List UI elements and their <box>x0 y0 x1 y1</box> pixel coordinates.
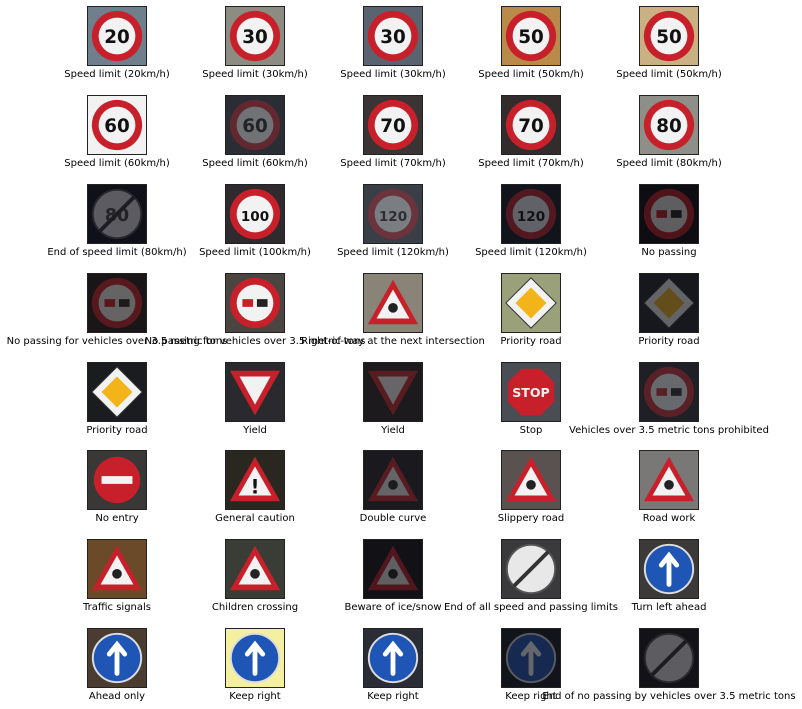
svg-text:50: 50 <box>656 27 682 48</box>
sign-caption: Slippery road <box>497 513 565 524</box>
yield-sign-icon <box>225 362 285 422</box>
sign-caption: Speed limit (100km/h) <box>199 247 311 258</box>
sign-caption: Yield <box>243 425 267 436</box>
right-of-way-sign-icon <box>363 273 423 333</box>
sign-caption: Keep right <box>367 691 419 702</box>
sign-caption: Speed limit (30km/h) <box>340 69 446 80</box>
svg-text:!: ! <box>251 476 260 499</box>
svg-text:80: 80 <box>105 206 129 226</box>
sign-caption: No passing <box>641 247 697 258</box>
sign-caption: Ahead only <box>88 691 146 702</box>
svg-text:100: 100 <box>241 209 269 225</box>
general-caution-sign-icon: ! <box>225 450 285 510</box>
sign-caption: End of speed limit (80km/h) <box>47 247 187 258</box>
svg-text:70: 70 <box>518 116 544 137</box>
sign-caption: Yield <box>381 425 405 436</box>
speed-limit-100-sign-icon: 100 <box>225 184 285 244</box>
speed-limit-20-sign-icon: 20 <box>87 6 147 66</box>
no-passing-trucks-sign-icon <box>225 273 285 333</box>
slippery-road-sign-icon <box>501 450 561 510</box>
end-no-passing-trucks-sign-icon <box>639 628 699 688</box>
speed-limit-30-sign-icon: 30 <box>363 6 423 66</box>
speed-limit-80-sign-icon: 80 <box>639 95 699 155</box>
end-all-limits-sign-icon <box>501 539 561 599</box>
svg-text:60: 60 <box>104 116 130 137</box>
traffic-signals-sign-icon <box>87 539 147 599</box>
sign-caption: Keep right <box>505 691 557 702</box>
sign-caption: Speed limit (120km/h) <box>337 247 449 258</box>
sign-caption: Children crossing <box>211 602 299 613</box>
sign-caption: Road work <box>642 513 696 524</box>
sign-caption: No passing for vehicles over 3.5 metric … <box>144 336 366 347</box>
turn-left-ahead-sign-icon <box>639 539 699 599</box>
speed-limit-50-sign-icon: 50 <box>639 6 699 66</box>
sign-caption: Speed limit (80km/h) <box>616 158 722 169</box>
svg-text:70: 70 <box>380 116 406 137</box>
sign-caption: End of all speed and passing limits <box>444 602 618 613</box>
speed-limit-120-sign-icon: 120 <box>363 184 423 244</box>
double-curve-sign-icon <box>363 450 423 510</box>
trucks-prohibited-sign-icon <box>639 362 699 422</box>
speed-limit-50-sign-icon: 50 <box>501 6 561 66</box>
children-crossing-sign-icon <box>225 539 285 599</box>
svg-text:20: 20 <box>104 27 130 48</box>
sign-caption: Speed limit (60km/h) <box>64 158 170 169</box>
keep-right-sign-icon <box>501 628 561 688</box>
sign-caption: Beware of ice/snow <box>344 602 442 613</box>
yield-sign-icon <box>363 362 423 422</box>
svg-text:60: 60 <box>242 116 268 137</box>
sign-caption: Speed limit (30km/h) <box>202 69 308 80</box>
speed-limit-70-sign-icon: 70 <box>501 95 561 155</box>
speed-limit-60-sign-icon: 60 <box>87 95 147 155</box>
end-speed-limit-80-sign-icon: 80 <box>87 184 147 244</box>
sign-caption: Speed limit (70km/h) <box>340 158 446 169</box>
sign-caption: Turn left ahead <box>631 602 707 613</box>
sign-caption: Right-of-way at the next intersection <box>301 336 485 347</box>
sign-caption: Vehicles over 3.5 metric tons prohibited <box>569 425 769 436</box>
sign-caption: Priority road <box>500 336 562 347</box>
svg-text:30: 30 <box>242 27 268 48</box>
svg-text:80: 80 <box>656 116 682 137</box>
speed-limit-120-sign-icon: 120 <box>501 184 561 244</box>
speed-limit-70-sign-icon: 70 <box>363 95 423 155</box>
speed-limit-60-sign-icon: 60 <box>225 95 285 155</box>
svg-text:120: 120 <box>379 209 407 225</box>
stop-sign-icon: STOP <box>501 362 561 422</box>
sign-caption: Double curve <box>359 513 427 524</box>
keep-right-sign-icon <box>363 628 423 688</box>
sign-caption: Stop <box>519 425 543 436</box>
ice-snow-sign-icon <box>363 539 423 599</box>
sign-caption: Speed limit (70km/h) <box>478 158 584 169</box>
svg-text:50: 50 <box>518 27 544 48</box>
sign-caption: Keep right <box>229 691 281 702</box>
svg-text:30: 30 <box>380 27 406 48</box>
no-passing-trucks-sign-icon <box>87 273 147 333</box>
svg-text:120: 120 <box>517 209 545 225</box>
sign-caption: Priority road <box>638 336 700 347</box>
keep-right-sign-icon <box>225 628 285 688</box>
ahead-only-sign-icon <box>87 628 147 688</box>
no-entry-sign-icon <box>87 450 147 510</box>
no-passing-sign-icon <box>639 184 699 244</box>
priority-road-sign-icon <box>501 273 561 333</box>
sign-caption: No entry <box>95 513 139 524</box>
svg-text:STOP: STOP <box>512 385 549 400</box>
sign-caption: Speed limit (50km/h) <box>478 69 584 80</box>
speed-limit-30-sign-icon: 30 <box>225 6 285 66</box>
sign-caption: Priority road <box>86 425 148 436</box>
sign-caption: General caution <box>215 513 295 524</box>
sign-caption: Speed limit (20km/h) <box>64 69 170 80</box>
priority-road-sign-icon <box>87 362 147 422</box>
sign-caption: End of no passing by vehicles over 3.5 m… <box>542 691 796 702</box>
sign-caption: Speed limit (120km/h) <box>475 247 587 258</box>
sign-caption: No passing for vehicles over 3.5 metric … <box>6 336 228 347</box>
priority-road-sign-icon <box>639 273 699 333</box>
sign-caption: Traffic signals <box>82 602 152 613</box>
sign-caption: Speed limit (60km/h) <box>202 158 308 169</box>
sign-caption: Speed limit (50km/h) <box>616 69 722 80</box>
road-work-sign-icon <box>639 450 699 510</box>
